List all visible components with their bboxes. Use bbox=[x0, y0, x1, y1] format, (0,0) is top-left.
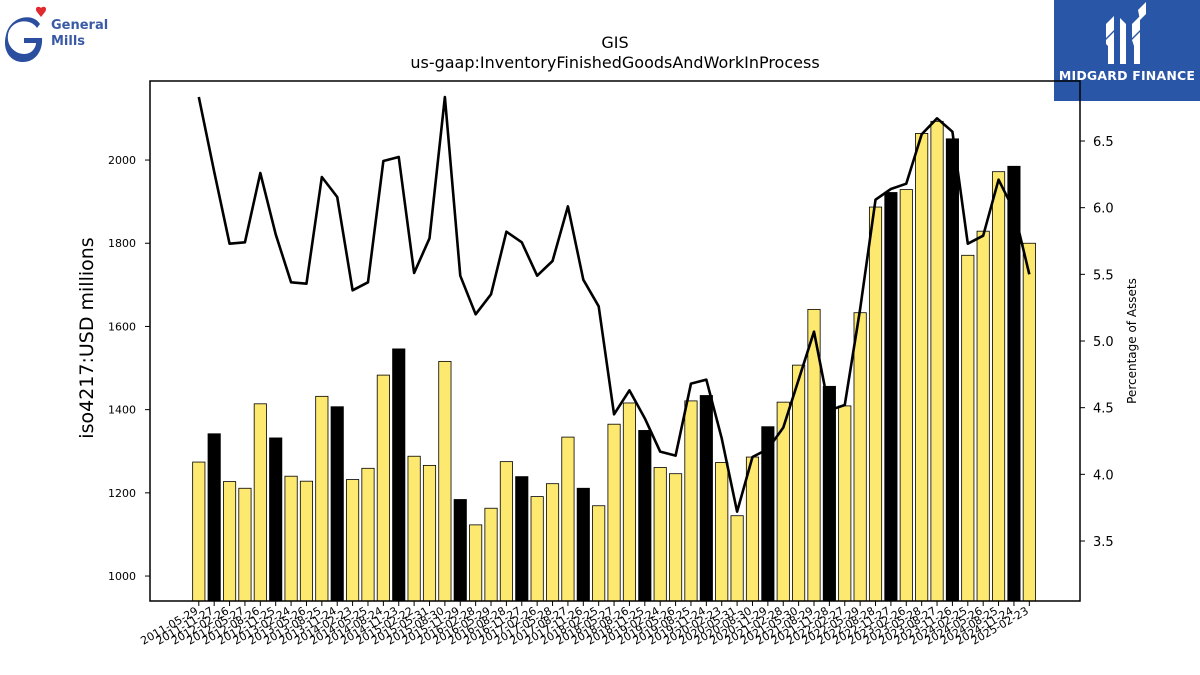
line-path bbox=[197, 95, 1031, 513]
bar bbox=[484, 507, 498, 602]
company-logo-text-line1: General bbox=[51, 18, 109, 33]
bar bbox=[822, 385, 836, 602]
bar bbox=[592, 505, 606, 602]
bar bbox=[992, 171, 1006, 602]
bar bbox=[761, 426, 775, 602]
bar bbox=[376, 374, 390, 602]
company-logo-text-line2: Mills bbox=[51, 34, 86, 49]
publisher-logo: MIDGARD FINANCE bbox=[1054, 0, 1200, 101]
bar bbox=[361, 467, 375, 602]
y-axis-left: 1000 1200 1400 1600 1800 2000 bbox=[108, 154, 150, 583]
bar bbox=[930, 120, 944, 602]
bar bbox=[453, 499, 467, 602]
bar bbox=[315, 395, 329, 602]
y2-axis-label: Percentage of Assets bbox=[1125, 278, 1139, 404]
bar bbox=[638, 430, 652, 602]
y-tick-label: 2000 bbox=[108, 154, 136, 167]
publisher-logo-text: MIDGARD FINANCE bbox=[1058, 68, 1196, 83]
bar bbox=[561, 436, 575, 602]
y2-tick-label: 6.5 bbox=[1093, 135, 1114, 150]
bar bbox=[422, 464, 437, 602]
publisher-logo-mark bbox=[1106, 2, 1146, 64]
y-tick-label: 1400 bbox=[108, 404, 136, 417]
bar bbox=[469, 524, 483, 602]
bar bbox=[853, 312, 867, 602]
bar bbox=[884, 192, 898, 602]
bar bbox=[684, 400, 698, 602]
bar bbox=[284, 475, 298, 602]
bar bbox=[545, 483, 560, 602]
bar bbox=[915, 133, 929, 602]
bar bbox=[868, 206, 883, 602]
bar bbox=[438, 360, 452, 602]
y2-tick-label: 4.5 bbox=[1093, 402, 1114, 417]
bar bbox=[730, 515, 744, 602]
chart-subtitle: us-gaap:InventoryFinishedGoodsAndWorkInP… bbox=[410, 53, 819, 72]
bar bbox=[499, 461, 513, 602]
chart-title: GIS bbox=[601, 33, 628, 52]
bar bbox=[207, 433, 221, 602]
y2-tick-label: 6.0 bbox=[1093, 202, 1114, 217]
y-tick-label: 1200 bbox=[108, 487, 136, 500]
bar bbox=[238, 487, 252, 602]
bar bbox=[653, 467, 667, 602]
bar bbox=[515, 476, 529, 602]
company-logo-mark bbox=[4, 6, 47, 62]
bar bbox=[899, 189, 913, 602]
bar bbox=[961, 254, 975, 602]
y2-tick-label: 5.0 bbox=[1093, 335, 1114, 350]
bar bbox=[945, 138, 959, 602]
bar bbox=[192, 461, 206, 602]
bar bbox=[976, 230, 990, 602]
bar bbox=[530, 496, 544, 602]
bar bbox=[622, 402, 636, 602]
bar bbox=[330, 406, 344, 602]
bar bbox=[607, 423, 621, 602]
bar bbox=[715, 462, 729, 602]
y-axis-label: iso4217:USD millions bbox=[76, 237, 98, 438]
bar bbox=[838, 405, 852, 602]
y-tick-label: 1800 bbox=[108, 237, 136, 250]
bar bbox=[669, 473, 683, 602]
x-axis: 2011-05-292011-11-272012-02-262012-05-27… bbox=[138, 601, 1031, 648]
y-axis-right: 3.5 4.0 4.5 5.0 5.5 6.0 6.5 bbox=[1080, 135, 1114, 550]
bar bbox=[346, 479, 360, 602]
y2-tick-label: 3.5 bbox=[1093, 535, 1114, 550]
y-tick-label: 1600 bbox=[108, 320, 136, 333]
bar bbox=[299, 480, 314, 602]
y2-tick-label: 4.0 bbox=[1093, 468, 1114, 483]
bar bbox=[223, 481, 237, 602]
bar bbox=[699, 395, 713, 602]
company-logo: General Mills bbox=[4, 4, 124, 68]
bar bbox=[745, 456, 760, 602]
bar bbox=[392, 348, 406, 602]
y-tick-label: 1000 bbox=[108, 570, 136, 583]
bar bbox=[269, 437, 283, 602]
bar bbox=[576, 487, 590, 602]
bar bbox=[407, 455, 421, 602]
bar bbox=[792, 364, 806, 602]
y2-tick-label: 5.5 bbox=[1093, 268, 1114, 283]
bar bbox=[253, 403, 267, 602]
bar bbox=[1022, 242, 1036, 602]
line-series bbox=[197, 95, 1031, 513]
